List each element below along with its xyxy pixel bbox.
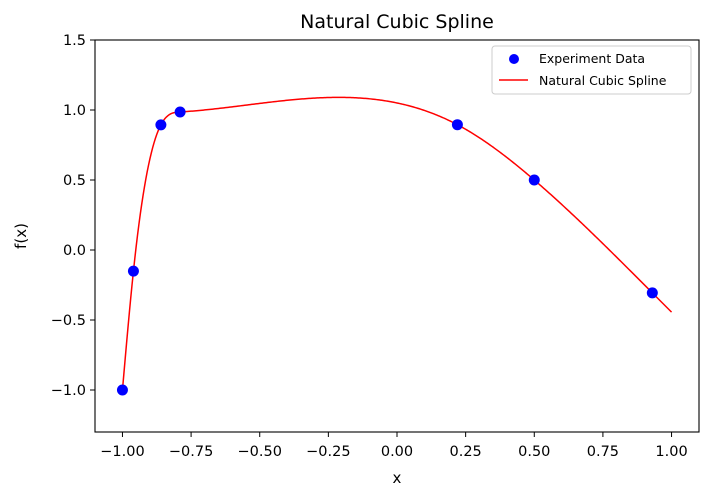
data-point	[174, 106, 186, 118]
legend: Experiment Data Natural Cubic Spline	[491, 45, 692, 95]
x-axis-label: x	[393, 469, 402, 487]
x-tick-label: 0.75	[587, 444, 619, 460]
y-tick-label: −1.0	[51, 383, 86, 399]
plot-frame	[94, 39, 700, 433]
y-tick-label: 0.5	[63, 173, 86, 189]
y-tick-label: 1.5	[63, 33, 86, 49]
spline-curve	[121, 96, 673, 391]
data-point	[451, 119, 463, 131]
series-layer	[116, 96, 673, 396]
x-tick-label: −1.00	[100, 444, 144, 460]
plot-background	[95, 40, 699, 432]
data-point	[155, 119, 167, 131]
x-tick-label: −0.50	[238, 444, 282, 460]
legend-label-experiment-data: Experiment Data	[539, 51, 645, 66]
y-tick-label: 0.0	[63, 243, 86, 259]
legend-box	[491, 45, 692, 95]
chart-title: Natural Cubic Spline	[300, 11, 494, 33]
data-point	[528, 174, 540, 186]
x-tick-label: −0.75	[169, 444, 213, 460]
y-tick-label: 1.0	[63, 103, 86, 119]
x-tick-label: 1.00	[655, 444, 687, 460]
y-tick-label: −0.5	[51, 313, 86, 329]
x-tick-label: 0.25	[449, 444, 481, 460]
y-axis-label: f(x)	[12, 223, 30, 249]
data-point	[646, 287, 658, 299]
x-axis-ticks: −1.00 −0.75 −0.50 −0.25 0.00 0.25 0.50 0.75 1.00	[100, 432, 688, 460]
data-point	[127, 265, 139, 277]
x-tick-label: 0.50	[518, 444, 550, 460]
y-axis-ticks: −1.0 −0.5 0.0 0.5 1.0 1.5	[51, 33, 95, 399]
legend-label-natural-cubic-spline: Natural Cubic Spline	[539, 73, 667, 88]
data-point	[116, 384, 128, 396]
x-tick-label: 0.00	[381, 444, 413, 460]
legend-marker-experiment-data	[509, 54, 519, 64]
x-tick-label: −0.25	[306, 444, 350, 460]
